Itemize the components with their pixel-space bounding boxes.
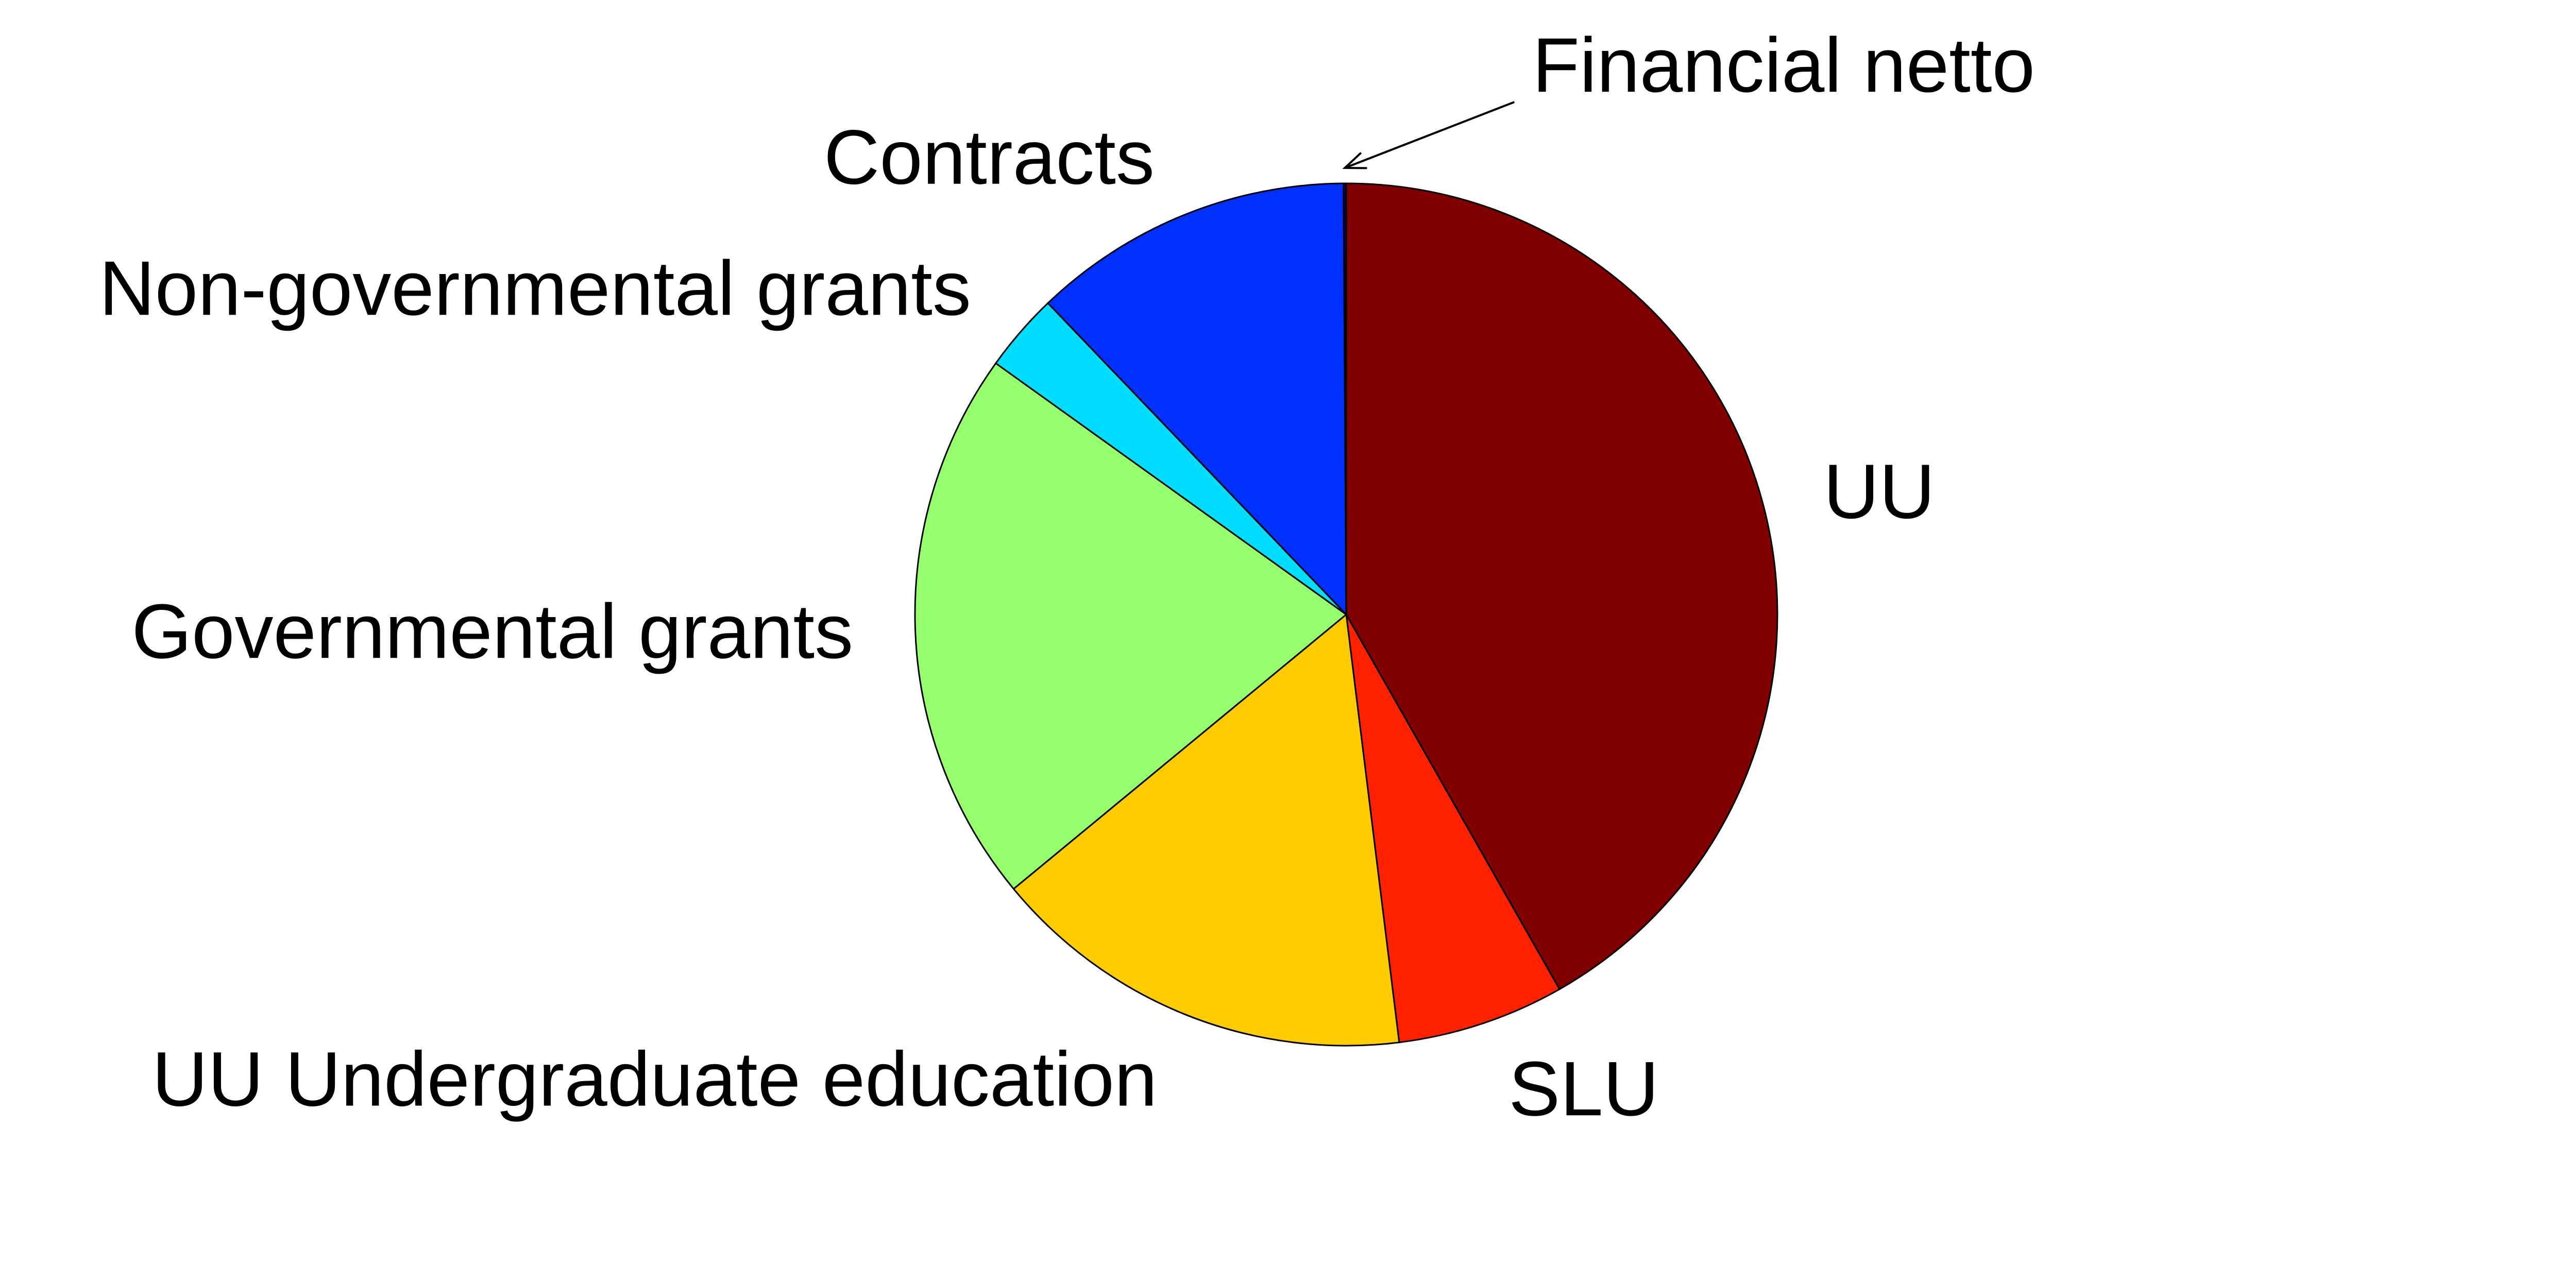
- pie-slices: [914, 182, 1778, 1047]
- leader-arrowhead-financial-netto: [1342, 152, 1367, 169]
- pie-slice-financial-netto: [1343, 182, 1347, 615]
- leader-line-financial-netto: [1344, 101, 1515, 169]
- leader-lines: [1342, 101, 1515, 169]
- slice-label-contracts: Contracts: [824, 114, 1155, 200]
- slice-label-non-governmental-grants: Non-governmental grants: [99, 245, 971, 331]
- slice-label-slu: SLU: [1509, 1045, 1659, 1132]
- slice-label-uu: UU: [1823, 448, 1935, 535]
- pie-slice-uu: [1345, 182, 1778, 991]
- slice-label-financial-netto: Financial netto: [1532, 22, 2035, 108]
- slice-labels: UU SLU UU Undergraduate education Governmen…: [99, 22, 2035, 1132]
- pie-slice-slu: [1345, 614, 1561, 1044]
- pie-slice-governmental-grants: [914, 362, 1348, 890]
- pie-slice-uu-undergraduate-education: [1012, 613, 1400, 1047]
- slice-label-governmental-grants: Governmental grants: [131, 588, 853, 674]
- slice-label-uu-undergraduate-education: UU Undergraduate education: [152, 1036, 1157, 1122]
- pie-slice-contracts: [1046, 182, 1347, 617]
